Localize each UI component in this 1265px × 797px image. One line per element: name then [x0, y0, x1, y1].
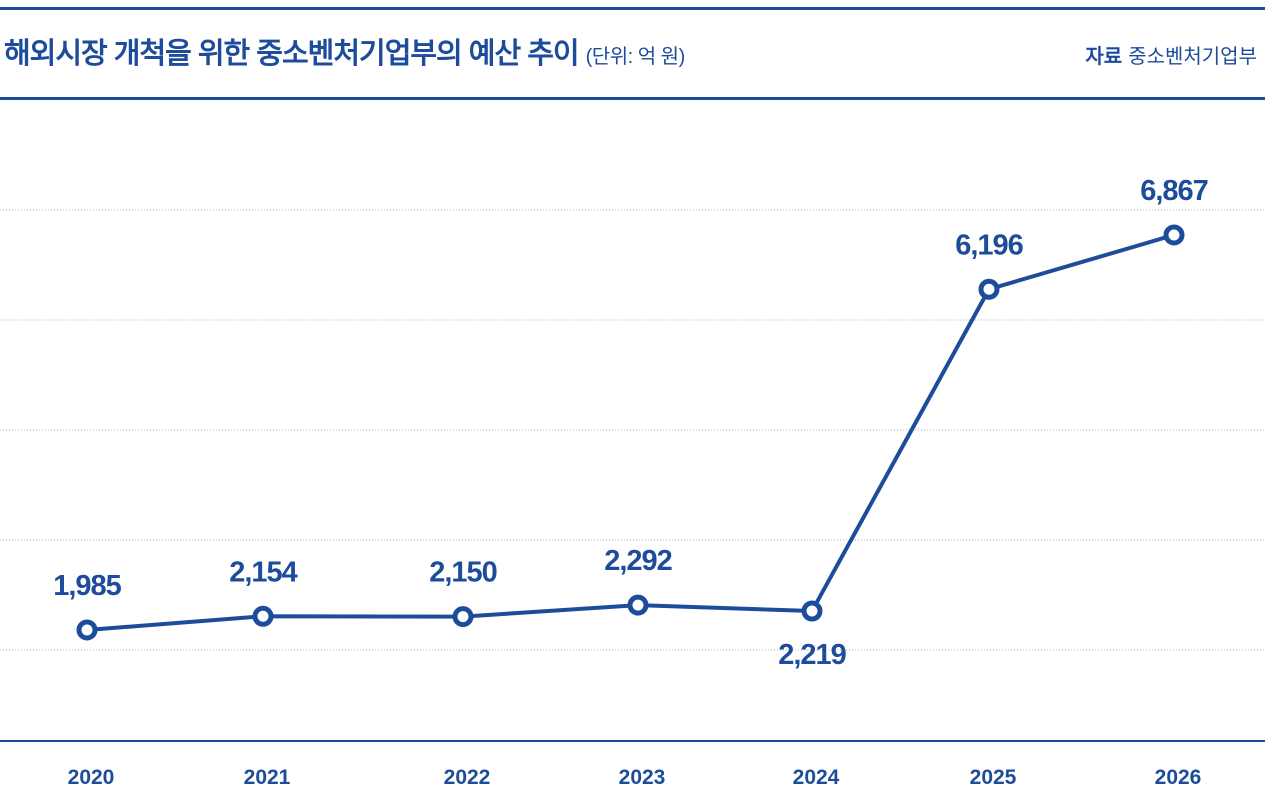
data-label: 2,219	[778, 639, 846, 671]
data-point	[978, 278, 1000, 300]
data-label: 2,154	[229, 556, 297, 588]
top-rule	[0, 7, 1265, 10]
title-text: 해외시장 개척을 위한 중소벤처기업부의 예산 추이	[4, 38, 580, 70]
x-tick-label: 2022	[444, 766, 491, 789]
header-rule	[0, 97, 1265, 100]
source-value: 중소벤처기업부	[1128, 46, 1257, 68]
data-label: 1,985	[53, 570, 121, 602]
data-point	[1163, 224, 1185, 246]
data-label: 6,867	[1140, 175, 1208, 207]
x-tick-label: 2024	[793, 766, 840, 789]
x-tick-label: 2025	[970, 766, 1017, 789]
data-label: 6,196	[955, 229, 1023, 261]
x-tick-label: 2020	[68, 766, 115, 789]
data-point	[452, 606, 474, 628]
source-key: 자료	[1085, 46, 1123, 68]
source-label: 자료 중소벤처기업부	[1085, 40, 1257, 69]
data-label: 2,150	[429, 557, 497, 589]
data-point	[252, 605, 274, 627]
data-point	[627, 594, 649, 616]
x-tick-label: 2026	[1155, 766, 1202, 789]
x-tick-label: 2023	[619, 766, 666, 789]
unit-label: (단위: 억 원)	[585, 46, 686, 68]
data-label: 2,292	[604, 545, 672, 577]
chart-title: 해외시장 개척을 위한 중소벤처기업부의 예산 추이 (단위: 억 원)	[4, 30, 685, 72]
x-tick-label: 2021	[244, 766, 291, 789]
data-point	[76, 619, 98, 641]
data-point	[801, 600, 823, 622]
